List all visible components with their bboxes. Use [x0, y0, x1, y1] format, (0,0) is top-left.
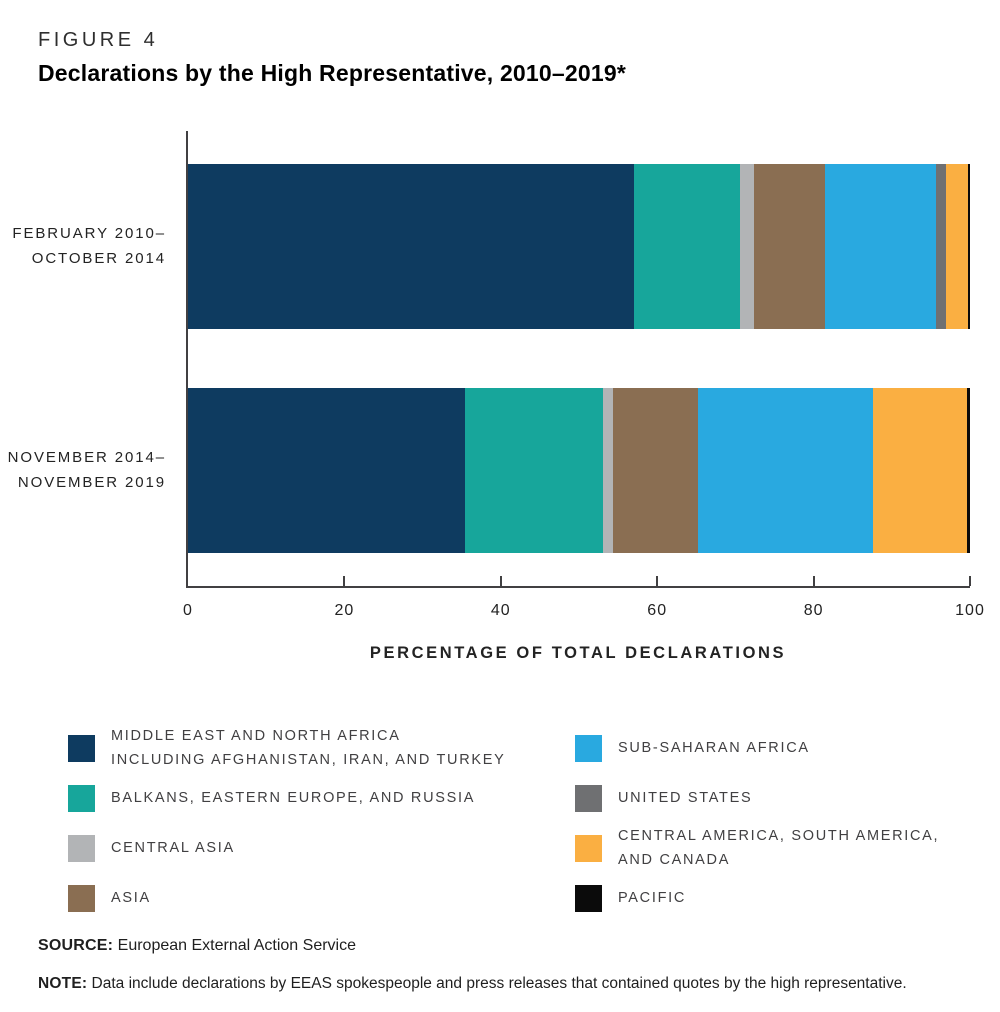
note-line: NOTE: Data include declarations by EEAS … [38, 975, 970, 993]
legend-item: MIDDLE EAST AND NORTH AFRICA INCLUDING AF… [68, 723, 575, 773]
bar-segment [968, 164, 970, 329]
legend-swatch [575, 734, 602, 762]
bar-category-label: FEBRUARY 2010– OCTOBER 2014 [12, 225, 166, 267]
legend-column-2: SUB-SAHARAN AFRICA UNITED STATES CENTRAL A… [575, 723, 939, 923]
legend-label: MIDDLE EAST AND NORTH AFRICA INCLUDING AF… [111, 728, 506, 768]
legend-swatch [68, 834, 95, 862]
bar-segment [633, 164, 741, 329]
legend-item: CENTRAL ASIA [68, 823, 575, 873]
x-axis-tick [656, 576, 659, 586]
note-text: Data include declarations by EEAS spokes… [91, 975, 907, 992]
legend-item: BALKANS, EASTERN EUROPE, AND RUSSIA [68, 773, 575, 823]
bar-segment [946, 164, 969, 329]
legend-swatch [575, 884, 602, 912]
bar-segment [872, 388, 967, 553]
legend-item: PACIFIC [575, 873, 939, 923]
legend-item: ASIA [68, 873, 575, 923]
figure-footer: SOURCE: European External Action Service… [38, 937, 970, 993]
x-axis-tick [812, 576, 815, 586]
plot-area: FEBRUARY 2010– OCTOBER 2014 NOVEMBER 2014–… [8, 131, 984, 619]
legend-label: UNITED STATES [618, 790, 753, 806]
bar-segment [464, 388, 604, 553]
legend-label: CENTRAL ASIA [111, 840, 235, 856]
legend-swatch [68, 884, 95, 912]
legend-item: UNITED STATES [575, 773, 939, 823]
legend-label: PACIFIC [618, 890, 687, 906]
legend-swatch [575, 834, 602, 862]
x-axis-tick-label: 20 [334, 602, 355, 619]
legend-swatch [575, 784, 602, 812]
x-axis-tick [343, 576, 346, 586]
legend-column-1: MIDDLE EAST AND NORTH AFRICA INCLUDING AF… [68, 723, 575, 923]
x-axis-title: PERCENTAGE OF TOTAL DECLARATIONS [369, 644, 787, 662]
bar-segment [966, 388, 970, 553]
x-axis-tick-label: 0 [183, 602, 193, 619]
x-axis-tick-label: 60 [647, 602, 668, 619]
x-axis-tick-label: 40 [490, 602, 511, 619]
bar-category-label: NOVEMBER 2014– NOVEMBER 2019 [7, 449, 166, 491]
figure-title: Declarations by the High Representative,… [38, 60, 627, 86]
note-label: NOTE: [38, 975, 88, 992]
bar-row-1 [188, 164, 970, 329]
legend-item: CENTRAL AMERICA, SOUTH AMERICA, AND CANAD… [575, 823, 939, 873]
legend-label: SUB-SAHARAN AFRICA [618, 740, 810, 756]
bar-segment [612, 388, 698, 553]
bar-segment [188, 164, 634, 329]
x-axis-tick [499, 576, 502, 586]
source-line: SOURCE: European External Action Service [38, 937, 970, 955]
legend-label: CENTRAL AMERICA, SOUTH AMERICA, AND CANAD… [618, 828, 940, 868]
bar-segment [697, 388, 873, 553]
figure-number-label: FIGURE 4 [38, 29, 159, 51]
legend: MIDDLE EAST AND NORTH AFRICA INCLUDING AF… [38, 723, 970, 923]
legend-label: BALKANS, EASTERN EUROPE, AND RUSSIA [111, 790, 476, 806]
bar-segment [936, 164, 947, 329]
bar-segment [603, 388, 613, 553]
x-axis-tick-label: 100 [955, 602, 985, 619]
stacked-bar-chart: FEBRUARY 2010– OCTOBER 2014 NOVEMBER 2014–… [8, 131, 984, 679]
legend-label: ASIA [111, 890, 151, 906]
bar-segment [825, 164, 937, 329]
x-axis-tick [969, 576, 971, 586]
source-text: European External Action Service [117, 937, 356, 954]
bar-segment [754, 164, 826, 329]
bar-row-2 [188, 388, 970, 553]
bar-segment [188, 388, 465, 553]
bar-segment [740, 164, 755, 329]
figure-header: FIGURE 4 Declarations by the High Repres… [38, 28, 970, 87]
legend-swatch [68, 734, 95, 762]
legend-swatch [68, 784, 95, 812]
x-axis-tick-label: 80 [803, 602, 824, 619]
legend-item: SUB-SAHARAN AFRICA [575, 723, 939, 773]
source-label: SOURCE: [38, 937, 114, 954]
